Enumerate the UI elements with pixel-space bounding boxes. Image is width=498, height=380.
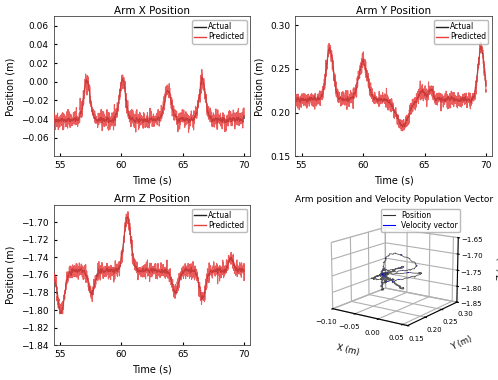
Y-axis label: Position (m): Position (m)	[255, 57, 265, 116]
Y-axis label: Position (m): Position (m)	[5, 57, 15, 116]
Y-axis label: Position (m): Position (m)	[5, 246, 15, 304]
X-axis label: Time (s): Time (s)	[374, 176, 414, 186]
Title: Arm Y Position: Arm Y Position	[356, 6, 431, 16]
Y-axis label: Y (m): Y (m)	[450, 335, 474, 352]
Legend: Position, Velocity vector: Position, Velocity vector	[381, 209, 460, 232]
Title: Arm position and Velocity Population Vector: Arm position and Velocity Population Vec…	[295, 195, 493, 204]
Title: Arm X Position: Arm X Position	[114, 6, 190, 16]
Legend: Actual, Predicted: Actual, Predicted	[192, 209, 247, 232]
X-axis label: Time (s): Time (s)	[132, 176, 172, 186]
Legend: Actual, Predicted: Actual, Predicted	[192, 20, 247, 43]
Title: Arm Z Position: Arm Z Position	[114, 194, 190, 204]
Legend: Actual, Predicted: Actual, Predicted	[434, 20, 489, 43]
X-axis label: Time (s): Time (s)	[132, 364, 172, 374]
X-axis label: X (m): X (m)	[336, 344, 361, 358]
